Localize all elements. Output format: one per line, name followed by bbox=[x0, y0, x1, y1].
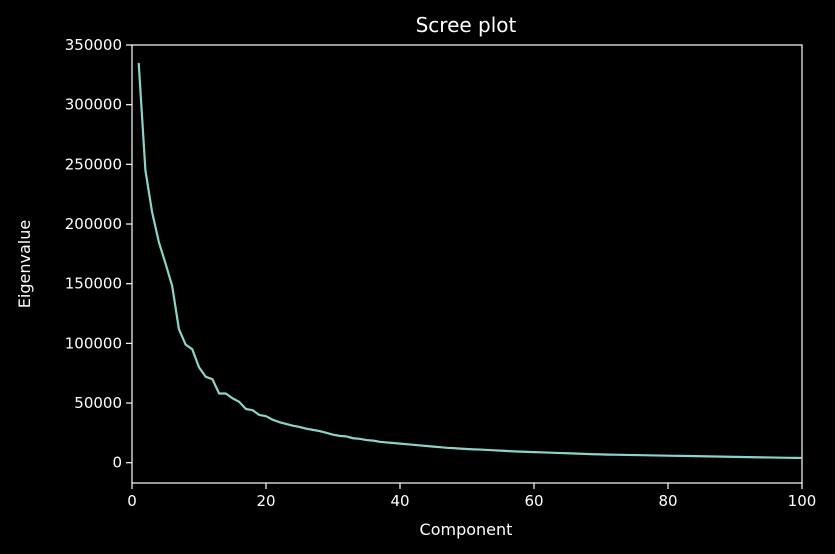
y-tick-label: 50000 bbox=[74, 394, 122, 412]
y-tick-label: 250000 bbox=[65, 155, 122, 173]
x-axis: 0 20 40 60 80 100 bbox=[127, 483, 816, 510]
eigenvalue-series-line bbox=[137, 62, 803, 460]
x-tick-label: 60 bbox=[524, 492, 543, 510]
x-axis-label: Component bbox=[420, 520, 513, 539]
y-tick-label: 150000 bbox=[65, 275, 122, 293]
x-tick-label: 100 bbox=[788, 492, 817, 510]
plot-area: 0 20 40 60 80 100 0 50000 100000 150000 200000 250… bbox=[65, 36, 817, 510]
x-tick-label: 80 bbox=[658, 492, 677, 510]
x-tick-label: 40 bbox=[390, 492, 409, 510]
x-tick-label: 0 bbox=[127, 492, 137, 510]
y-tick-label: 0 bbox=[112, 454, 122, 472]
plot-frame bbox=[131, 44, 803, 484]
y-axis-label: Eigenvalue bbox=[15, 220, 34, 308]
y-tick-label: 200000 bbox=[65, 215, 122, 233]
y-tick-label: 100000 bbox=[65, 334, 122, 352]
x-tick-label: 20 bbox=[256, 492, 275, 510]
chart-title: Scree plot bbox=[416, 13, 517, 37]
y-tick-label: 300000 bbox=[65, 96, 122, 114]
y-axis: 0 50000 100000 150000 200000 250000 300000 3500… bbox=[65, 36, 132, 472]
y-tick-label: 350000 bbox=[65, 36, 122, 54]
